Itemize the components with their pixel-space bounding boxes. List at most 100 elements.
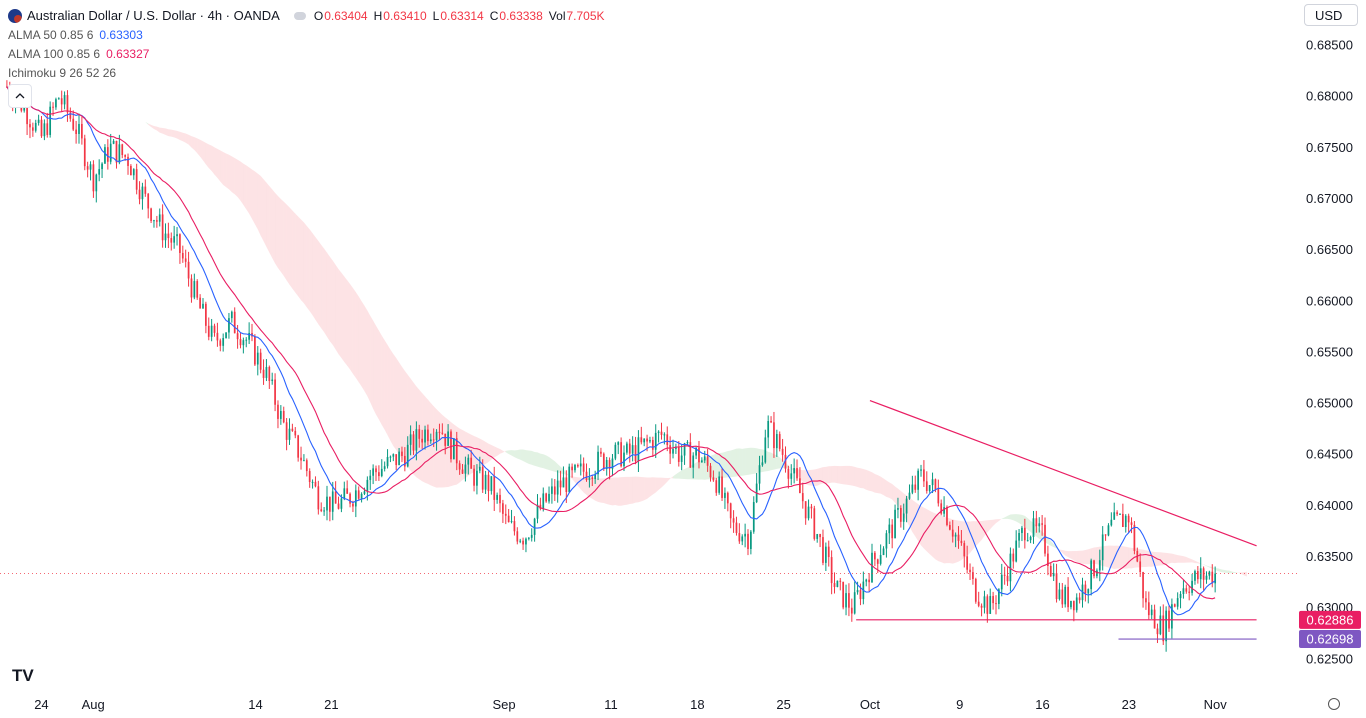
cloud-segment: [355, 292, 359, 383]
cloud-segment: [944, 517, 947, 564]
candle-body: [920, 469, 922, 471]
candle-body: [1107, 525, 1110, 536]
cloud-segment: [1145, 550, 1149, 567]
indicator-alma-50[interactable]: ALMA 50 0.85 6 0.63303: [8, 27, 143, 42]
cloud-segment: [1197, 561, 1201, 565]
collapse-legend-button[interactable]: [8, 84, 32, 108]
candle-body: [507, 515, 510, 523]
candle-body: [675, 446, 677, 449]
cloud-segment: [739, 448, 743, 476]
cloud-segment: [231, 156, 235, 195]
cloud-segment: [399, 362, 402, 459]
candle-body: [533, 518, 536, 535]
cloud-segment: [1166, 552, 1170, 565]
cloud-segment: [1229, 570, 1233, 574]
gear-icon[interactable]: [1328, 698, 1340, 710]
cloud-segment: [621, 476, 625, 506]
candle-body: [57, 98, 60, 100]
candle-body: [859, 590, 862, 600]
candle-body: [597, 451, 599, 475]
candle-body: [1179, 593, 1182, 599]
cloud-segment: [301, 219, 304, 304]
candle-body: [395, 454, 398, 466]
visibility-icon[interactable]: [293, 11, 306, 20]
candle-body: [487, 474, 490, 492]
candle-body: [1006, 575, 1009, 582]
cloud-segment: [595, 478, 599, 502]
price-label-bg: [1299, 630, 1361, 649]
candle-body: [504, 513, 507, 516]
currency-select[interactable]: USD: [1304, 4, 1358, 26]
candle-body: [167, 233, 170, 239]
cloud-segment: [612, 477, 616, 506]
candle-body: [233, 311, 236, 334]
candle-body: [891, 524, 894, 539]
candle-body: [585, 471, 588, 481]
candle-body: [161, 214, 164, 241]
cloud-segment: [200, 139, 203, 161]
candle-body: [513, 521, 516, 532]
candle-body: [1142, 572, 1144, 599]
cloud-segment: [1105, 545, 1109, 568]
indicator-alma-100[interactable]: ALMA 100 0.85 6 0.63327: [8, 46, 150, 61]
cloud-segment: [488, 443, 492, 462]
cloud-segment: [1226, 570, 1230, 574]
candle-body: [833, 583, 836, 587]
cloud-segment: [1114, 545, 1118, 569]
cloud-segment: [1021, 514, 1025, 528]
cloud-segment: [540, 453, 544, 469]
cloud-segment: [923, 507, 927, 552]
candle-body: [1113, 512, 1116, 520]
candle-body: [29, 124, 31, 128]
candle-body: [205, 303, 207, 326]
cloud-segment: [912, 499, 916, 537]
candle-body: [579, 463, 582, 467]
cloud-segment: [577, 477, 581, 490]
y-tick-label: 0.63500: [1306, 549, 1353, 564]
cloud-segment: [217, 148, 221, 182]
candle-body: [703, 456, 706, 461]
aud-usd-flag-icon: [8, 8, 22, 23]
cloud-segment: [658, 477, 662, 490]
candle-body: [568, 466, 571, 492]
cloud-segment: [773, 454, 777, 470]
candle-body: [571, 466, 573, 471]
cloud-segment: [185, 133, 189, 145]
candle-body: [605, 460, 608, 470]
cloud-segment: [1004, 515, 1008, 519]
candle-body: [519, 540, 522, 542]
cloud-segment: [107, 112, 111, 113]
candle-body: [1070, 600, 1072, 608]
indicator-ichimoku[interactable]: Ichimoku 9 26 52 26: [8, 65, 117, 80]
candle-body: [1044, 524, 1046, 554]
candle-body: [127, 156, 129, 166]
y-tick-label: 0.64500: [1306, 447, 1353, 462]
candle-body: [81, 123, 83, 139]
candle-body: [392, 454, 395, 457]
candle-body: [810, 506, 813, 509]
cloud-segment: [929, 510, 933, 557]
cloud-segment: [600, 478, 604, 504]
cloud-segment: [165, 128, 169, 137]
candle-body: [879, 555, 882, 564]
cloud-segment: [895, 486, 898, 507]
cloud-segment: [866, 469, 870, 491]
cloud-segment: [531, 450, 535, 466]
cloud-segment: [298, 216, 302, 301]
candle-body: [602, 453, 605, 470]
cloud-segment: [1122, 546, 1126, 569]
candle-body: [836, 580, 839, 587]
candle-body: [683, 443, 686, 456]
candle-body: [43, 123, 46, 137]
cloud-segment: [1076, 550, 1080, 564]
candle-body: [31, 127, 34, 131]
cloud-segment: [655, 477, 659, 493]
cloud-segment: [716, 453, 720, 479]
candle-body: [963, 543, 966, 557]
cloud-segment: [747, 447, 751, 475]
candle-body: [461, 469, 464, 474]
cloud-segment: [673, 474, 676, 479]
cloud-segment: [151, 124, 154, 129]
cloud-segment: [696, 461, 699, 480]
